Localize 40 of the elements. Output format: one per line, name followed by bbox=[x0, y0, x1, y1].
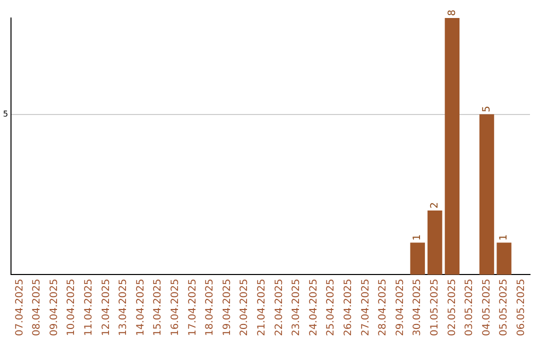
x-tick-label: 01.05.2025 bbox=[429, 278, 440, 336]
x-tick-label: 20.04.2025 bbox=[239, 278, 250, 336]
x-tick-label: 22.04.2025 bbox=[274, 278, 285, 336]
x-tick-label: 29.04.2025 bbox=[394, 278, 406, 336]
x-tick-label: 09.04.2025 bbox=[48, 278, 60, 336]
x-tick-label: 04.05.2025 bbox=[481, 278, 492, 336]
x-tick-label: 16.04.2025 bbox=[170, 278, 182, 336]
x-tick-label: 14.04.2025 bbox=[135, 278, 146, 336]
bar bbox=[428, 210, 442, 275]
x-tick-label: 23.04.2025 bbox=[291, 278, 302, 336]
x-tick-label: 03.05.2025 bbox=[464, 278, 476, 336]
x-tick-label: 07.04.2025 bbox=[14, 278, 26, 336]
x-tick-label: 30.04.2025 bbox=[412, 278, 424, 336]
bar bbox=[444, 18, 460, 275]
x-tick-label: 21.04.2025 bbox=[256, 278, 268, 336]
x-tick-label: 24.04.2025 bbox=[308, 278, 320, 336]
data-label: 1 bbox=[498, 234, 510, 241]
data-label: 5 bbox=[481, 106, 492, 112]
x-tick-label: 13.04.2025 bbox=[118, 278, 130, 336]
x-tick-label: 12.04.2025 bbox=[100, 278, 112, 336]
x-tick-label: 10.04.2025 bbox=[66, 278, 78, 336]
bar bbox=[410, 242, 425, 275]
x-tick-label: 28.04.2025 bbox=[378, 278, 389, 336]
x-tick-label: 05.05.2025 bbox=[498, 278, 510, 336]
x-tick-label: 11.04.2025 bbox=[84, 278, 95, 336]
data-label: 1 bbox=[412, 234, 424, 241]
bar bbox=[479, 114, 494, 275]
x-tick-label: 02.05.2025 bbox=[446, 278, 458, 336]
x-tick-label: 19.04.2025 bbox=[222, 278, 233, 336]
x-tick-label: 17.04.2025 bbox=[187, 278, 198, 336]
x-tick-label: 26.04.2025 bbox=[342, 278, 354, 336]
x-tick-label: 06.05.2025 bbox=[516, 278, 527, 336]
data-label: 8 bbox=[446, 10, 458, 16]
x-tick-label: 27.04.2025 bbox=[360, 278, 372, 336]
x-tick-label: 15.04.2025 bbox=[152, 278, 164, 336]
x-tick-label: 08.04.2025 bbox=[32, 278, 43, 336]
x-tick-label: 18.04.2025 bbox=[204, 278, 216, 336]
data-label: 2 bbox=[429, 202, 440, 209]
bar bbox=[496, 242, 512, 275]
x-tick-label: 25.04.2025 bbox=[326, 278, 337, 336]
